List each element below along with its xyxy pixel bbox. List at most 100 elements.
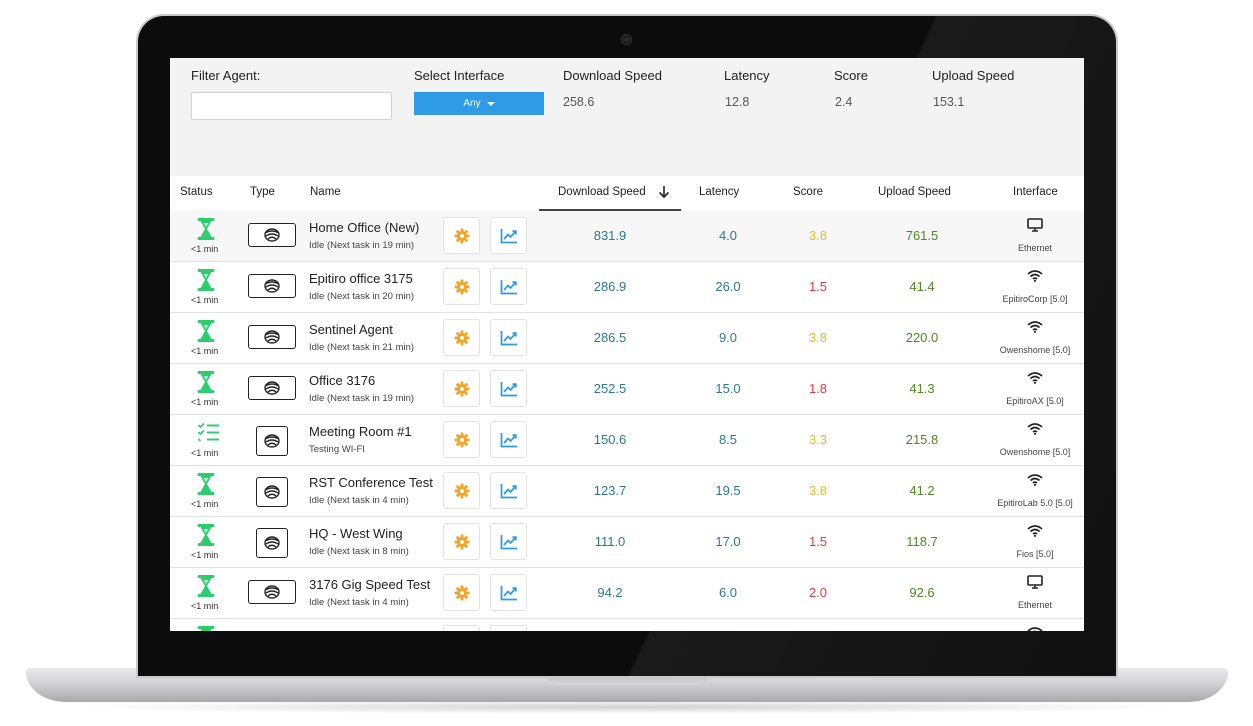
chart-button[interactable] [490,370,527,407]
status-time: <1 min [191,448,219,458]
table-row[interactable] [170,619,1084,631]
score-value: 3.8 [808,483,828,498]
interface-name: Fios [5.0] [1016,549,1054,559]
download-value: 252.5 [593,381,627,396]
status-time: <1 min [191,346,219,356]
settings-button[interactable] [443,421,480,458]
summary-download-value: 258.6 [563,95,595,109]
agent-name[interactable]: HQ - West Wing [309,526,403,541]
agent-type-icon [256,477,288,507]
sort-down-arrow-icon[interactable] [657,185,671,199]
gear-icon [454,330,470,346]
score-value: 1.5 [808,279,828,294]
chart-button[interactable] [490,268,527,305]
monitor-icon [1027,575,1043,594]
select-interface-value: Any [463,98,481,109]
chart-button[interactable] [490,625,527,631]
gear-icon [454,381,470,397]
score-value: 1.5 [808,534,828,549]
header-upload[interactable]: Upload Speed [878,186,951,198]
chart-line-icon [500,432,518,448]
header-latency[interactable]: Latency [699,186,740,198]
chart-button[interactable] [490,472,527,509]
settings-button[interactable] [443,370,480,407]
agent-status-text: Testing WI-FI [309,444,365,455]
settings-button[interactable] [443,625,480,631]
agent-type-icon [248,274,296,298]
summary-latency-label: Latency [724,68,770,83]
header-interface[interactable]: Interface [1013,186,1058,198]
score-value: 3.8 [808,330,828,345]
agent-type-icon [248,325,296,349]
agent-name[interactable]: 3176 Gig Speed Test [309,577,431,592]
latency-value: 26.0 [715,279,741,294]
agent-name[interactable]: Home Office (New) [309,220,420,235]
interface-name: Owenshome [5.0] [999,345,1071,355]
table-row[interactable]: <1 min 3176 Gig Speed Test Idle (Next ta… [170,568,1084,619]
app-screen: Filter Agent: Select Interface Any Downl… [170,58,1084,631]
hourglass-icon [197,473,215,500]
status-time: <1 min [191,550,219,560]
chart-line-icon [500,585,518,601]
hourglass-icon [197,524,215,551]
chart-button[interactable] [490,574,527,611]
wifi-icon [1027,371,1043,389]
interface-name: Ethernet [1017,243,1053,253]
chart-button[interactable] [490,523,527,560]
agent-name[interactable]: Office 3176 [309,373,376,388]
latency-value: 6.0 [718,585,738,600]
upload-value: 220.0 [905,330,939,345]
settings-button[interactable] [443,472,480,509]
agent-name[interactable]: Sentinel Agent [309,322,393,337]
chart-button[interactable] [490,217,527,254]
agent-type-icon [248,580,296,604]
wifi-icon [1027,473,1043,491]
header-status[interactable]: Status [180,186,213,198]
summary-score-value: 2.4 [835,95,853,109]
upload-value: 215.8 [905,432,939,447]
latency-value: 17.0 [715,534,741,549]
settings-button[interactable] [443,574,480,611]
table-row[interactable]: <1 min RST Conference Test Idle (Next ta… [170,466,1084,517]
settings-button[interactable] [443,217,480,254]
summary-download-label: Download Speed [563,68,663,83]
download-value: 831.9 [593,228,627,243]
agent-name[interactable]: Epitiro office 3175 [309,271,413,286]
chart-line-icon [500,228,518,244]
interface-name: EpitiroCorp [5.0] [1002,294,1068,304]
latency-value: 15.0 [715,381,741,396]
agent-status-text: Idle (Next task in 21 min) [309,342,415,353]
filter-panel: Filter Agent: Select Interface Any Downl… [170,58,1084,176]
agent-type-icon [256,426,288,456]
table-row[interactable]: <1 min Home Office (New) Idle (Next task… [170,211,1084,262]
settings-button[interactable] [443,268,480,305]
table-row[interactable]: <1 min HQ - West Wing Idle (Next task in… [170,517,1084,568]
chart-button[interactable] [490,319,527,356]
table-row[interactable]: <1 min Epitiro office 3175 Idle (Next ta… [170,262,1084,313]
chart-line-icon [500,330,518,346]
filter-agent-input[interactable] [191,92,392,120]
header-download[interactable]: Download Speed [558,186,646,198]
table-row[interactable]: <1 min Office 3176 Idle (Next task in 19… [170,364,1084,415]
status-time: <1 min [191,499,219,509]
sort-indicator [539,209,681,211]
settings-button[interactable] [443,319,480,356]
upload-value: 92.6 [909,585,935,600]
header-score[interactable]: Score [793,186,824,198]
agent-name[interactable]: RST Conference Test [309,475,433,490]
table-row[interactable]: <1 min Sentinel Agent Idle (Next task in… [170,313,1084,364]
score-value: 1.8 [808,381,828,396]
agent-status-text: Idle (Next task in 8 min) [309,546,409,557]
chart-button[interactable] [490,421,527,458]
header-type[interactable]: Type [250,186,275,198]
settings-button[interactable] [443,523,480,560]
interface-name: Owenshome [5.0] [999,447,1071,457]
wifi-icon [1027,320,1043,338]
wifi-icon [1027,269,1043,287]
header-name[interactable]: Name [310,186,341,198]
agent-name[interactable]: Meeting Room #1 [309,424,412,439]
score-value: 2.0 [808,585,828,600]
agent-status-text: Idle (Next task in 4 min) [309,495,409,506]
select-interface-dropdown[interactable]: Any [414,92,544,115]
table-row[interactable]: <1 min Meeting Room #1 Testing WI-FI 150… [170,415,1084,466]
